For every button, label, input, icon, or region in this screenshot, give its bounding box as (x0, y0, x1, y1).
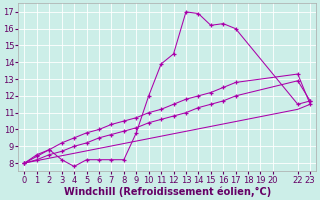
X-axis label: Windchill (Refroidissement éolien,°C): Windchill (Refroidissement éolien,°C) (64, 186, 271, 197)
